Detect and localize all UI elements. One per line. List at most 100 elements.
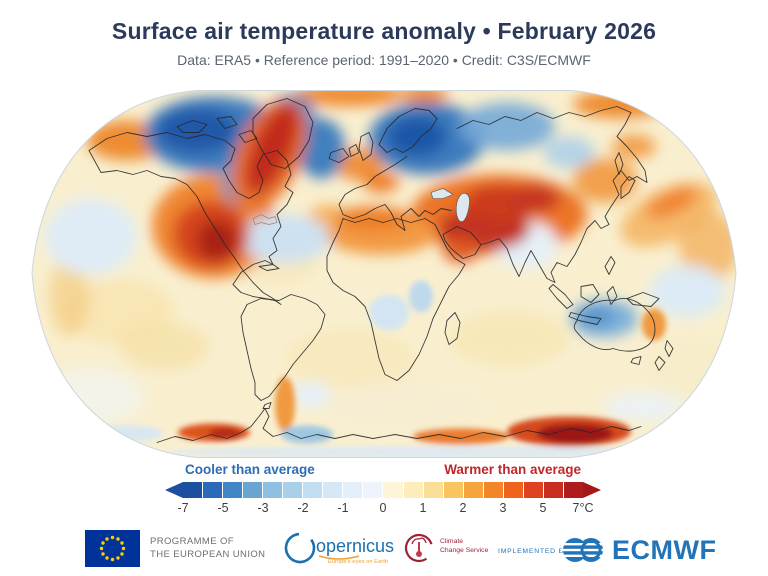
colorbar-tick-label: 1 <box>419 501 427 515</box>
implemented-by-label: IMPLEMENTED BY <box>498 548 570 555</box>
legend-labels: Cooler than average Warmer than average <box>165 462 601 478</box>
colorbar-segment <box>343 482 364 498</box>
colorbar-segment <box>363 482 384 498</box>
page-subtitle: Data: ERA5 • Reference period: 1991–2020… <box>177 52 591 68</box>
eu-programme-line1: PROGRAMME OF <box>150 536 234 547</box>
anomaly-blob <box>329 381 489 432</box>
anomaly-blob <box>642 308 666 341</box>
coast-arctic-islands <box>176 116 258 143</box>
colorbar-tick-label: 3 <box>499 501 507 515</box>
colorbar-tick-label: -3 <box>257 501 269 515</box>
anomaly-blob <box>164 446 674 458</box>
ecmwf-logo: ECMWF <box>560 532 716 568</box>
great-lakes <box>252 214 278 225</box>
colorbar-segment <box>383 482 404 498</box>
coast-antarctica <box>156 408 642 443</box>
copernicus-wordmark: opernicus <box>316 536 395 556</box>
coast-japan <box>614 152 636 199</box>
warmer-label: Warmer than average <box>444 462 581 477</box>
coast-new-zealand <box>654 340 674 371</box>
coast-british-isles <box>348 132 374 161</box>
map-border <box>31 90 737 458</box>
footer-logos: PROGRAMME OF THE EUROPEAN UNION opernicu… <box>0 524 768 576</box>
eu-programme-line2: THE EUROPEAN UNION <box>150 549 266 560</box>
colorbar-segment <box>323 482 344 498</box>
coast-australia <box>573 297 656 365</box>
colorbar-segment <box>223 482 244 498</box>
anomaly-blob <box>284 328 414 389</box>
anomaly-blob <box>197 220 237 261</box>
anomaly-blob <box>209 427 241 440</box>
anomaly-blob <box>400 90 448 104</box>
anomaly-blob <box>294 90 404 107</box>
anomaly-blob <box>387 116 447 157</box>
copernicus-logo: opernicus Europe's eyes on Earth <box>283 526 408 574</box>
colorbar-tick-label: -1 <box>337 501 349 515</box>
copernicus-c-icon <box>284 532 360 564</box>
colorbar <box>165 482 601 498</box>
cooler-label: Cooler than average <box>185 462 315 477</box>
anomaly-blob <box>119 322 209 371</box>
colorbar-tick-label: 0 <box>379 501 387 515</box>
colorbar-segment <box>183 482 204 498</box>
anomaly-blob <box>95 425 163 442</box>
coast-europe <box>338 156 452 231</box>
anomaly-blob <box>275 376 295 433</box>
color-legend: Cooler than average Warmer than average … <box>165 462 601 520</box>
coast-greenland <box>252 98 314 169</box>
anomaly-blob-layer-fine <box>95 280 674 458</box>
anomaly-blob <box>459 102 555 151</box>
black-sea <box>430 188 454 199</box>
anomaly-blob <box>281 425 333 444</box>
colorbar-tick-label: 5 <box>539 501 547 515</box>
colorbar-segment <box>463 482 484 498</box>
colorbar-tick-label: -5 <box>217 501 229 515</box>
coast-iceland <box>328 148 350 163</box>
anomaly-blob <box>649 265 725 318</box>
caspian-sea <box>455 192 470 222</box>
anomaly-blob <box>369 294 409 331</box>
anomaly-blob <box>291 381 331 408</box>
c3s-line2: Change Service <box>440 547 489 554</box>
anomaly-blob <box>157 108 237 153</box>
copernicus-tagline: Europe's eyes on Earth <box>327 559 389 565</box>
colorbar-right-arrow-icon <box>583 482 601 498</box>
anomaly-blob <box>297 118 345 179</box>
colorbar-segment <box>203 482 224 498</box>
anomaly-blob <box>604 392 684 421</box>
c3s-thermometer-icon <box>404 533 434 563</box>
anomaly-blob <box>45 198 137 275</box>
anomaly-blob <box>363 172 399 193</box>
colorbar-segments <box>183 482 583 498</box>
page-title: Surface air temperature anomaly • Februa… <box>111 18 657 44</box>
anomaly-blob <box>335 206 411 231</box>
ecmwf-wordmark: ECMWF <box>612 534 717 565</box>
coast-scandinavia <box>378 108 438 153</box>
world-anomaly-map <box>29 86 739 462</box>
colorbar-segment <box>403 482 424 498</box>
coast-madagascar <box>444 312 461 345</box>
anomaly-blob <box>679 211 736 282</box>
colorbar-tick-label: 7°C <box>572 501 594 515</box>
colorbar-tick-label: -7 <box>177 501 189 515</box>
coast-arabia <box>442 226 482 259</box>
anomaly-blob <box>646 186 698 219</box>
colorbar-left-arrow-icon <box>165 482 183 498</box>
c3s-text: Climate Change Service <box>440 537 488 555</box>
colorbar-ticks: -7 -5 -3 -2 -1 0 1 2 3 5 7°C <box>165 501 601 517</box>
anomaly-blob <box>612 134 656 159</box>
coast-caribbean <box>258 264 280 271</box>
climate-change-service-logo: Climate Change Service <box>402 528 502 574</box>
colorbar-segment <box>543 482 564 498</box>
coast-africa <box>326 218 466 381</box>
anomaly-blob <box>573 90 665 119</box>
lakes <box>252 188 470 225</box>
anomaly-blob <box>543 136 595 169</box>
colorbar-segment <box>523 482 544 498</box>
colorbar-segment <box>283 482 304 498</box>
ecmwf-rings-icon <box>561 538 605 562</box>
coast-north-america <box>88 132 294 305</box>
c3s-line1: Climate <box>440 538 464 545</box>
eu-programme-text: PROGRAMME OF THE EUROPEAN UNION <box>150 535 265 561</box>
